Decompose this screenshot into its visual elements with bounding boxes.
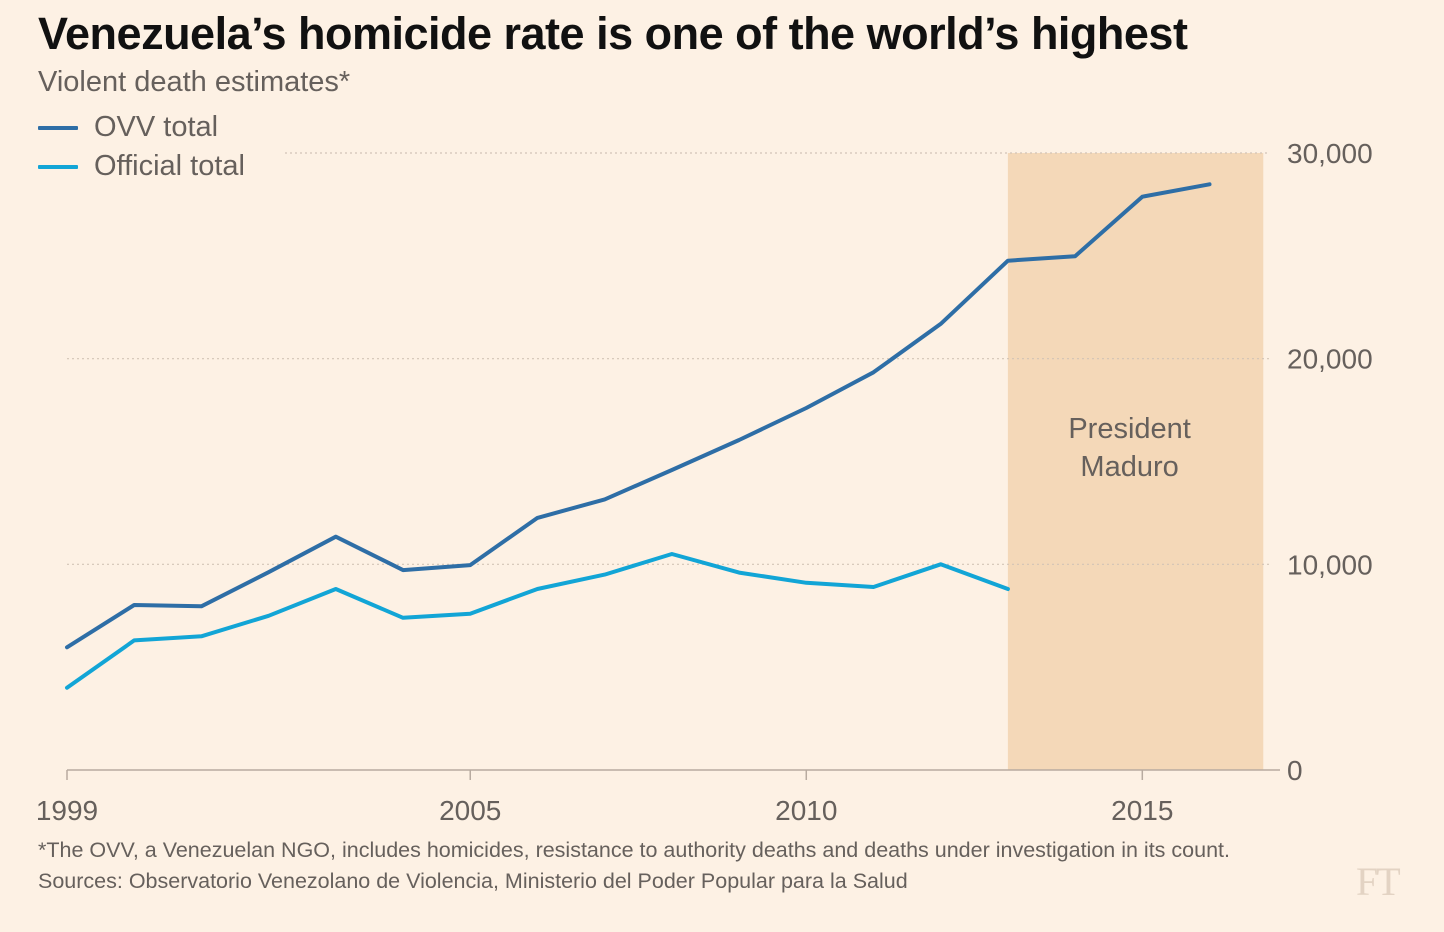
legend-swatch-ovv bbox=[38, 125, 78, 130]
ft-logo: FT bbox=[1356, 859, 1401, 904]
x-tick-label: 2015 bbox=[1111, 795, 1173, 826]
maduro-label-line-2: Maduro bbox=[1080, 451, 1178, 483]
chart-subtitle: Violent death estimates* bbox=[38, 66, 351, 98]
y-tick-label: 20,000 bbox=[1287, 344, 1373, 375]
legend-label-ovv: OVV total bbox=[94, 111, 219, 143]
x-tick-label: 1999 bbox=[36, 795, 98, 826]
footnote: *The OVV, a Venezuelan NGO, includes hom… bbox=[38, 838, 1230, 862]
series-line-ovv-total bbox=[65, 182, 1212, 650]
y-tick-label: 0 bbox=[1287, 755, 1303, 786]
legend-swatch-official bbox=[38, 164, 78, 169]
legend-label-official: Official total bbox=[94, 150, 245, 182]
legend-item-ovv: OVV total bbox=[38, 108, 245, 147]
chart-title: Venezuela’s homicide rate is one of the … bbox=[38, 8, 1188, 59]
maduro-label-line-1: President bbox=[1068, 413, 1191, 445]
legend-item-official: Official total bbox=[38, 147, 245, 186]
maduro-shaded-region bbox=[1007, 153, 1264, 770]
x-tick-label: 2010 bbox=[775, 795, 837, 826]
legend: OVV total Official total bbox=[38, 108, 245, 186]
source-note: Sources: Observatorio Venezolano de Viol… bbox=[38, 869, 908, 893]
series-line-official-total bbox=[65, 552, 1010, 690]
x-tick-label: 2005 bbox=[439, 795, 501, 826]
y-tick-label: 30,000 bbox=[1287, 138, 1373, 169]
y-tick-label: 10,000 bbox=[1287, 549, 1373, 580]
